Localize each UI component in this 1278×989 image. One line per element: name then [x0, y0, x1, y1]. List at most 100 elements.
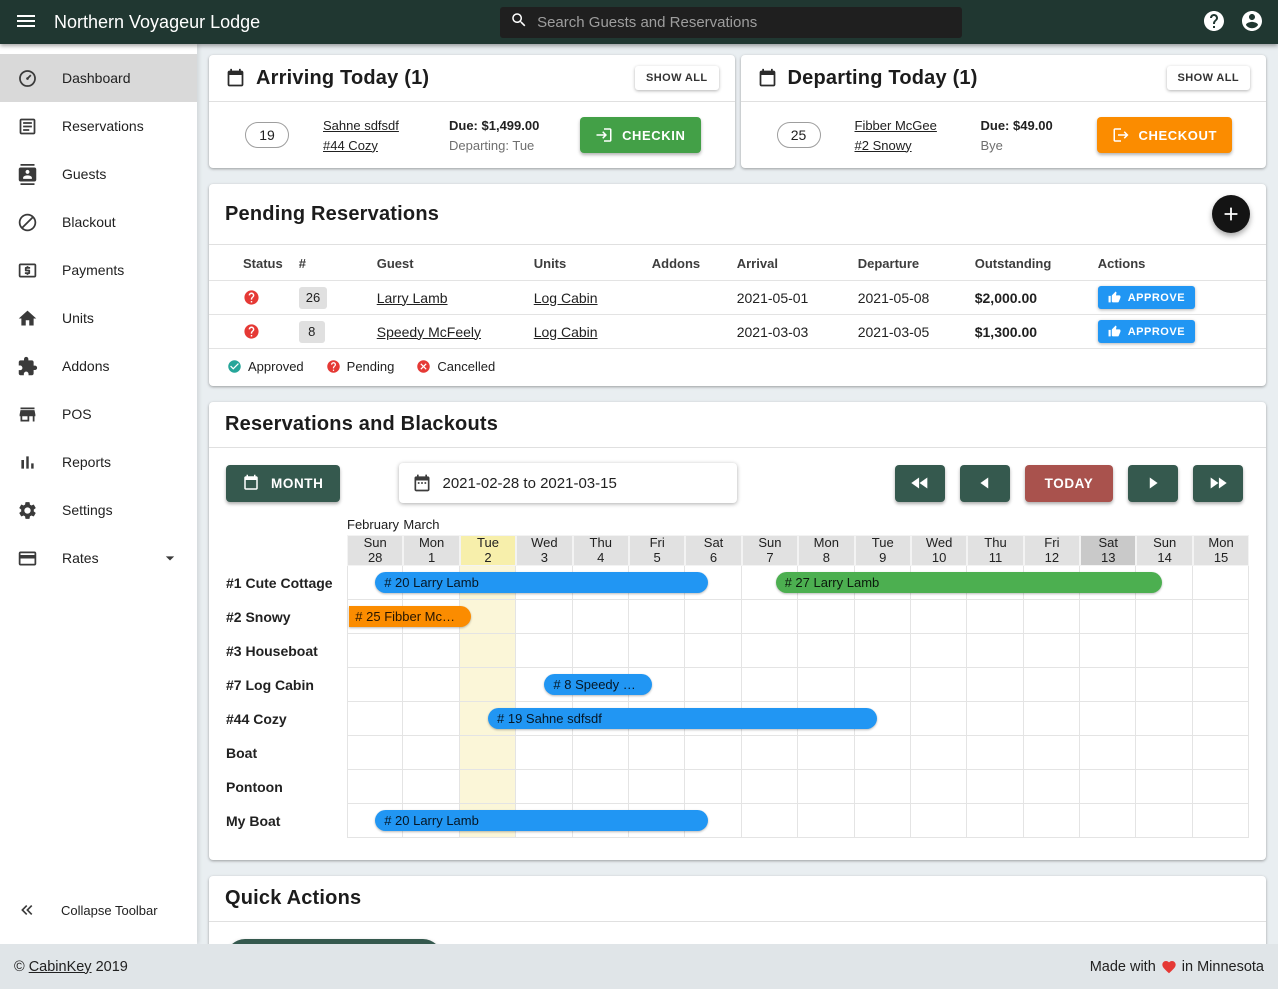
calendar-cell[interactable]: [854, 736, 911, 770]
add-reservation-button[interactable]: [1212, 195, 1250, 233]
calendar-cell[interactable]: [572, 736, 629, 770]
calendar-cell[interactable]: [516, 600, 573, 634]
calendar-cell[interactable]: [628, 600, 686, 634]
sidebar-item-reports[interactable]: Reports: [0, 438, 197, 486]
day-header[interactable]: Sun 14: [1136, 535, 1193, 566]
calendar-cell[interactable]: [741, 600, 799, 634]
unit-link[interactable]: Log Cabin: [533, 323, 598, 340]
calendar-cell[interactable]: [1136, 600, 1193, 634]
guest-link[interactable]: Speedy McFeely: [376, 323, 482, 340]
calendar-cell[interactable]: [1023, 736, 1081, 770]
cabinkey-link[interactable]: CabinKey: [28, 958, 92, 975]
calendar-cell[interactable]: [741, 770, 799, 804]
sidebar-item-pos[interactable]: POS: [0, 390, 197, 438]
day-header[interactable]: Sun 28: [347, 535, 404, 566]
calendar-cell[interactable]: [1080, 668, 1137, 702]
calendar-cell[interactable]: [910, 634, 968, 668]
day-header[interactable]: Fri 12: [1023, 535, 1081, 566]
calendar-cell[interactable]: [459, 736, 517, 770]
calendar-cell[interactable]: [516, 634, 573, 668]
calendar-cell[interactable]: [516, 736, 573, 770]
calendar-cell[interactable]: [628, 736, 686, 770]
calendar-cell[interactable]: [1192, 634, 1250, 668]
calendar-cell[interactable]: [854, 668, 911, 702]
checkin-button[interactable]: CHECKIN: [580, 117, 701, 153]
guest-link[interactable]: Larry Lamb: [376, 289, 448, 306]
calendar-cell[interactable]: [741, 668, 799, 702]
calendar-cell[interactable]: [798, 804, 855, 838]
calendar-cell[interactable]: [1136, 634, 1193, 668]
calendar-cell[interactable]: [1080, 600, 1137, 634]
calendar-cell[interactable]: [1080, 634, 1137, 668]
calendar-cell[interactable]: [403, 634, 460, 668]
calendar-cell[interactable]: [910, 804, 968, 838]
sidebar-item-units[interactable]: Units: [0, 294, 197, 342]
calendar-cell[interactable]: [854, 770, 911, 804]
calendar-cell[interactable]: [798, 634, 855, 668]
calendar-cell[interactable]: [572, 770, 629, 804]
day-header[interactable]: Mon 1: [403, 535, 460, 566]
calendar-cell[interactable]: [967, 668, 1024, 702]
calendar-cell[interactable]: [854, 634, 911, 668]
unit-link[interactable]: Log Cabin: [533, 289, 598, 306]
calendar-cell[interactable]: [1136, 702, 1193, 736]
calendar-cell[interactable]: [910, 770, 968, 804]
sidebar-item-blackout[interactable]: Blackout: [0, 198, 197, 246]
day-header[interactable]: Thu 4: [572, 535, 629, 566]
day-header[interactable]: Sun 7: [741, 535, 799, 566]
sidebar-item-reservations[interactable]: Reservations: [0, 102, 197, 150]
calendar-cell[interactable]: [1023, 668, 1081, 702]
calendar-cell[interactable]: [910, 702, 968, 736]
calendar-cell[interactable]: [403, 702, 460, 736]
calendar-cell[interactable]: [741, 634, 799, 668]
fast-backward-button[interactable]: [895, 464, 945, 502]
calendar-cell[interactable]: [403, 770, 460, 804]
today-button[interactable]: TODAY: [1025, 464, 1113, 502]
help-button[interactable]: [1202, 9, 1226, 36]
calendar-cell[interactable]: [1136, 804, 1193, 838]
calendar-cell[interactable]: [1192, 566, 1250, 600]
checkout-button[interactable]: CHECKOUT: [1096, 117, 1232, 153]
day-header[interactable]: Tue 2: [459, 535, 517, 566]
reservation-bar[interactable]: # 25 Fibber McGee: [349, 606, 472, 627]
calendar-cell[interactable]: [1136, 668, 1193, 702]
calendar-cell[interactable]: [347, 702, 404, 736]
add-unit-blackout-button[interactable]: ADD UNIT BLACKOUT: [226, 939, 442, 944]
approve-button[interactable]: APPROVE: [1097, 320, 1196, 343]
search-box[interactable]: [500, 6, 963, 38]
calendar-cell[interactable]: [685, 634, 742, 668]
sidebar-item-addons[interactable]: Addons: [0, 342, 197, 390]
calendar-cell[interactable]: [685, 770, 742, 804]
sidebar-item-dashboard[interactable]: Dashboard: [0, 54, 197, 102]
calendar-cell[interactable]: [741, 736, 799, 770]
account-button[interactable]: [1240, 9, 1264, 36]
sidebar-item-payments[interactable]: Payments: [0, 246, 197, 294]
calendar-cell[interactable]: [798, 600, 855, 634]
sidebar-item-guests[interactable]: Guests: [0, 150, 197, 198]
calendar-cell[interactable]: [854, 600, 911, 634]
calendar-cell[interactable]: [1136, 736, 1193, 770]
reservation-bar[interactable]: # 20 Larry Lamb: [375, 572, 708, 593]
calendar-cell[interactable]: [403, 736, 460, 770]
day-header[interactable]: Wed 3: [516, 535, 573, 566]
calendar-cell[interactable]: [685, 736, 742, 770]
day-header[interactable]: Thu 11: [967, 535, 1024, 566]
arriving-show-all-button[interactable]: SHOW ALL: [635, 66, 719, 90]
calendar-cell[interactable]: [628, 634, 686, 668]
calendar-cell[interactable]: [1192, 770, 1250, 804]
forward-button[interactable]: [1128, 464, 1178, 502]
day-header[interactable]: Mon 15: [1192, 535, 1250, 566]
reservation-bar[interactable]: # 20 Larry Lamb: [375, 810, 708, 831]
calendar-cell[interactable]: [798, 736, 855, 770]
calendar-cell[interactable]: [910, 600, 968, 634]
day-header[interactable]: Sat 6: [685, 535, 742, 566]
day-header[interactable]: Mon 8: [798, 535, 855, 566]
calendar-cell[interactable]: [1023, 600, 1081, 634]
reservation-bar[interactable]: # 19 Sahne sdfsdf: [488, 708, 878, 729]
calendar-cell[interactable]: [459, 634, 517, 668]
calendar-cell[interactable]: [403, 668, 460, 702]
sidebar-item-settings[interactable]: Settings: [0, 486, 197, 534]
calendar-cell[interactable]: [1136, 770, 1193, 804]
calendar-cell[interactable]: [967, 634, 1024, 668]
calendar-cell[interactable]: [685, 600, 742, 634]
